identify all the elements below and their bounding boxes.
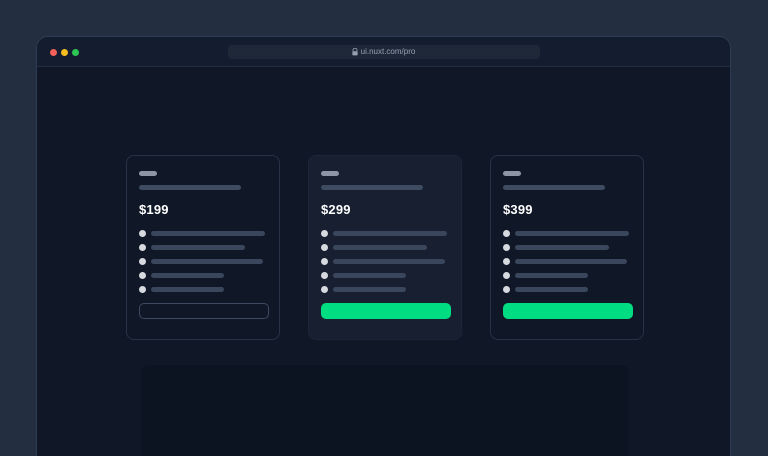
feature-text-placeholder (515, 272, 588, 278)
feature-text-placeholder (151, 230, 265, 236)
feature-bullet-icon (503, 229, 510, 237)
feature-row (139, 254, 267, 268)
feature-text-placeholder (151, 286, 224, 292)
page-content: $199 $299 $399 (37, 67, 730, 456)
feature-text-placeholder (333, 258, 445, 264)
address-bar[interactable]: ui.nuxt.com/pro (227, 45, 540, 59)
feature-text-placeholder (333, 272, 406, 278)
feature-bullet-icon (139, 271, 146, 279)
minimize-button[interactable] (61, 48, 68, 56)
feature-text-placeholder (333, 230, 447, 236)
feature-text-placeholder (515, 258, 627, 264)
feature-row (139, 240, 267, 254)
plan-cta-button[interactable] (139, 303, 269, 319)
feature-row (503, 240, 631, 254)
feature-bullet-icon (503, 243, 510, 251)
plan-name-placeholder (503, 171, 521, 176)
plan-price: $199 (139, 202, 169, 217)
zoom-button[interactable] (72, 48, 79, 56)
below-fold-panel (141, 365, 629, 456)
plan-name-placeholder (139, 171, 157, 176)
lock-icon (352, 48, 358, 56)
feature-row (503, 268, 631, 282)
traffic-lights (50, 48, 79, 56)
feature-row (321, 240, 449, 254)
feature-row (503, 254, 631, 268)
feature-bullet-icon (139, 229, 146, 237)
pricing-card: $399 (490, 155, 644, 340)
close-button[interactable] (50, 48, 57, 56)
feature-row (503, 282, 631, 296)
feature-row (321, 268, 449, 282)
plan-description-placeholder (139, 185, 241, 190)
feature-bullet-icon (321, 229, 328, 237)
plan-feature-list (503, 226, 631, 296)
pricing-cards: $199 $299 $399 (126, 155, 644, 340)
plan-price: $399 (503, 202, 533, 217)
feature-bullet-icon (139, 257, 146, 265)
plan-cta-button[interactable] (321, 303, 451, 319)
feature-row (321, 282, 449, 296)
feature-row (139, 268, 267, 282)
feature-text-placeholder (151, 258, 263, 264)
feature-text-placeholder (515, 286, 588, 292)
pricing-card: $299 (308, 155, 462, 340)
plan-feature-list (139, 226, 267, 296)
feature-bullet-icon (321, 243, 328, 251)
feature-bullet-icon (321, 271, 328, 279)
feature-bullet-icon (503, 257, 510, 265)
feature-bullet-icon (321, 285, 328, 293)
pricing-card: $199 (126, 155, 280, 340)
feature-row (321, 226, 449, 240)
feature-text-placeholder (151, 272, 224, 278)
feature-bullet-icon (503, 271, 510, 279)
feature-bullet-icon (139, 285, 146, 293)
plan-description-placeholder (503, 185, 605, 190)
feature-row (503, 226, 631, 240)
feature-row (139, 226, 267, 240)
feature-text-placeholder (151, 244, 245, 250)
plan-name-placeholder (321, 171, 339, 176)
feature-row (139, 282, 267, 296)
feature-text-placeholder (515, 230, 629, 236)
url-text: ui.nuxt.com/pro (360, 47, 416, 56)
plan-cta-button[interactable] (503, 303, 633, 319)
plan-description-placeholder (321, 185, 423, 190)
feature-text-placeholder (333, 286, 406, 292)
feature-bullet-icon (321, 257, 328, 265)
feature-bullet-icon (139, 243, 146, 251)
plan-feature-list (321, 226, 449, 296)
browser-titlebar: ui.nuxt.com/pro (37, 37, 730, 67)
plan-price: $299 (321, 202, 351, 217)
feature-bullet-icon (503, 285, 510, 293)
feature-text-placeholder (515, 244, 609, 250)
browser-window: ui.nuxt.com/pro $199 $299 $399 (36, 36, 731, 456)
feature-text-placeholder (333, 244, 427, 250)
feature-row (321, 254, 449, 268)
